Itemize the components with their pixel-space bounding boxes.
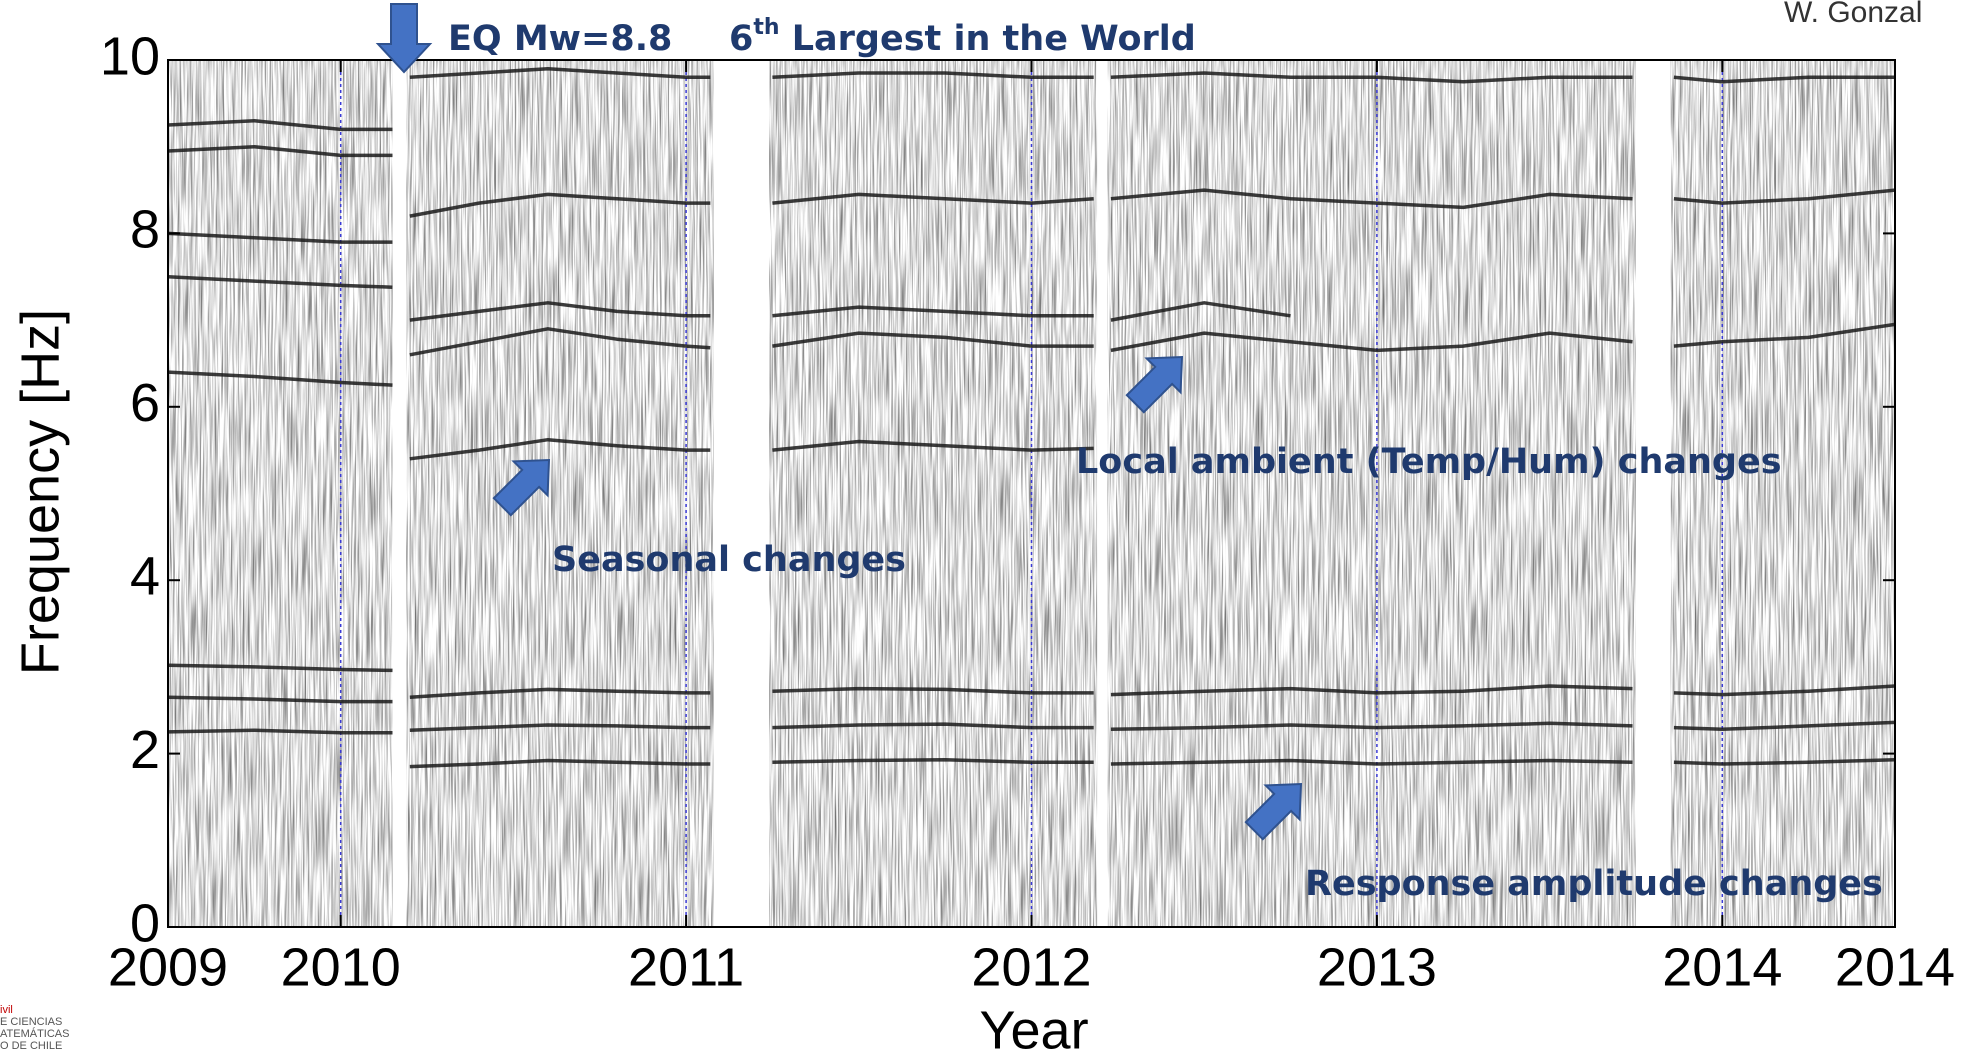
x-tick-label: 2012 — [971, 937, 1091, 997]
x-axis-label: Year — [979, 1000, 1088, 1059]
annotation-part: 6 — [729, 19, 753, 59]
mode-line — [168, 370, 1094, 461]
mode-line — [168, 728, 1895, 769]
y-tick-label: 6 — [130, 373, 160, 433]
author: W. Gonzal — [1784, 0, 1922, 29]
annotation: Local ambient (Temp/Hum) changes — [1076, 442, 1782, 482]
annotation-arrow — [492, 458, 551, 517]
arrow-group — [1125, 355, 1184, 414]
x-tick-label: 2014 — [1662, 937, 1782, 997]
annotation-sup: th — [753, 15, 779, 40]
x-tick-label: 2014 — [1835, 937, 1955, 997]
y-tick-label: 10 — [100, 26, 160, 86]
logo-text: ivil — [0, 1004, 13, 1016]
annotation: EQ Mw=8.8 — [448, 19, 672, 59]
logo-text: E CIENCIAS — [0, 1016, 62, 1028]
x-tick-label: 2013 — [1317, 937, 1437, 997]
y-tick-label: 2 — [130, 720, 160, 780]
eq-arrow — [375, 3, 433, 74]
data-gap — [1097, 60, 1108, 927]
x-tick-label: 2009 — [108, 937, 228, 997]
annotation-arrow — [1244, 782, 1303, 841]
annotation: 6th Largest in the World — [729, 15, 1196, 59]
annotation: Seasonal changes — [552, 540, 906, 580]
arrow-group — [1244, 782, 1303, 841]
mode-line — [168, 663, 1895, 699]
x-tick-label: 2010 — [281, 937, 401, 997]
data-gap — [392, 60, 407, 927]
mode-line — [168, 231, 1291, 322]
mode-line — [168, 275, 1895, 357]
logo-text: O DE CHILE — [0, 1040, 62, 1052]
data-gap — [1635, 60, 1671, 927]
y-tick-label: 8 — [130, 200, 160, 260]
y-axis-label: Frequency [Hz] — [10, 309, 70, 675]
logo-text: ATEMÁTICAS — [0, 1027, 69, 1040]
arrow-group — [492, 458, 551, 517]
y-tick-label: 4 — [130, 546, 160, 606]
mode-line — [168, 66, 1895, 132]
mode-line — [168, 695, 1895, 732]
data-gap — [713, 60, 769, 927]
mode-line — [168, 144, 1895, 218]
logo: ivil E CIENCIAS ATEMÁTICAS O DE CHILE — [0, 1004, 69, 1052]
y-tick-label: 0 — [130, 893, 160, 953]
x-tick-label: 2011 — [628, 937, 744, 997]
annotation-part: Largest in the World — [780, 19, 1196, 59]
annotation: Response amplitude changes — [1305, 864, 1883, 904]
annotation-arrow — [1125, 355, 1184, 414]
